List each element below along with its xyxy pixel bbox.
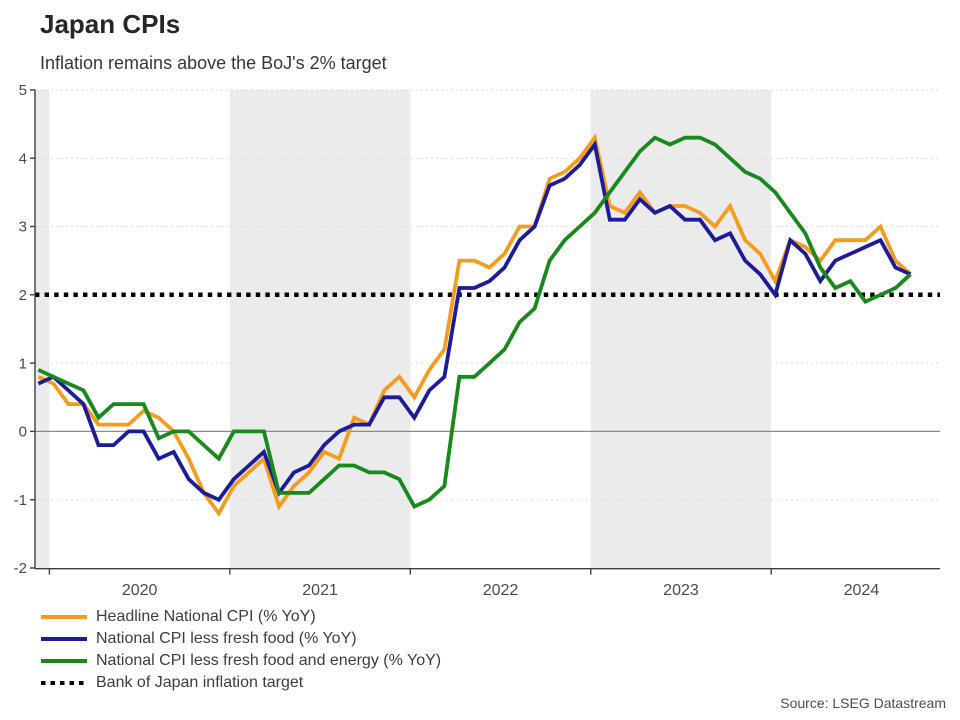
y-tick-label: 4 [19,150,27,167]
y-tick-label: 3 [19,219,27,236]
y-tick-label: 5 [19,82,27,99]
legend-item-headline-cpi: Headline National CPI (% YoY) [41,606,441,628]
series-line-2 [37,135,912,509]
x-tick-label: 2024 [844,582,880,599]
x-tick-label: 2022 [483,582,519,599]
series-lines [37,133,912,517]
x-tick-label: 2020 [122,582,158,599]
legend-label: National CPI less fresh food (% YoY) [96,630,357,647]
chart-legend: Headline National CPI (% YoY) National C… [41,606,441,694]
y-tick-label: -2 [14,560,27,577]
legend-item-boj-target: Bank of Japan inflation target [41,672,441,694]
x-tick-label: 2023 [663,582,699,599]
legend-item-cpi-less-fresh-food-energy: National CPI less fresh food and energy … [41,650,441,672]
shaded-band [590,90,772,568]
legend-item-cpi-less-fresh-food: National CPI less fresh food (% YoY) [41,628,441,650]
legend-swatch-headline-cpi-icon [41,615,87,619]
axes: -2 -1 0 1 2 3 4 5 2020 2021 2022 2023 2024 [14,82,940,599]
shaded-band [229,90,411,568]
x-tick-label: 2021 [302,582,338,599]
shaded-band [35,90,50,568]
y-tick-label: 1 [19,355,27,372]
y-tick-label: -1 [14,492,27,509]
legend-label: Bank of Japan inflation target [96,674,304,691]
chart-subtitle: Inflation remains above the BoJ's 2% tar… [40,53,387,73]
legend-label: National CPI less fresh food and energy … [96,652,442,669]
cpi-line-chart: -2 -1 0 1 2 3 4 5 2020 2021 2022 2023 2024 [14,82,940,599]
legend-label: Headline National CPI (% YoY) [96,608,316,625]
shaded-year-bands [35,90,772,568]
legend-swatch-cpi-less-fresh-food-energy-icon [41,659,87,663]
legend-swatch-boj-target-icon [41,680,87,686]
series-line-1 [37,139,912,503]
chart-title: Japan CPIs [40,9,181,39]
y-tick-label: 2 [19,287,27,304]
legend-swatch-cpi-less-fresh-food-icon [41,637,87,641]
series-line-0 [37,133,912,517]
y-tick-label: 0 [19,424,27,441]
source-attribution: Source: LSEG Datastream [780,695,946,711]
